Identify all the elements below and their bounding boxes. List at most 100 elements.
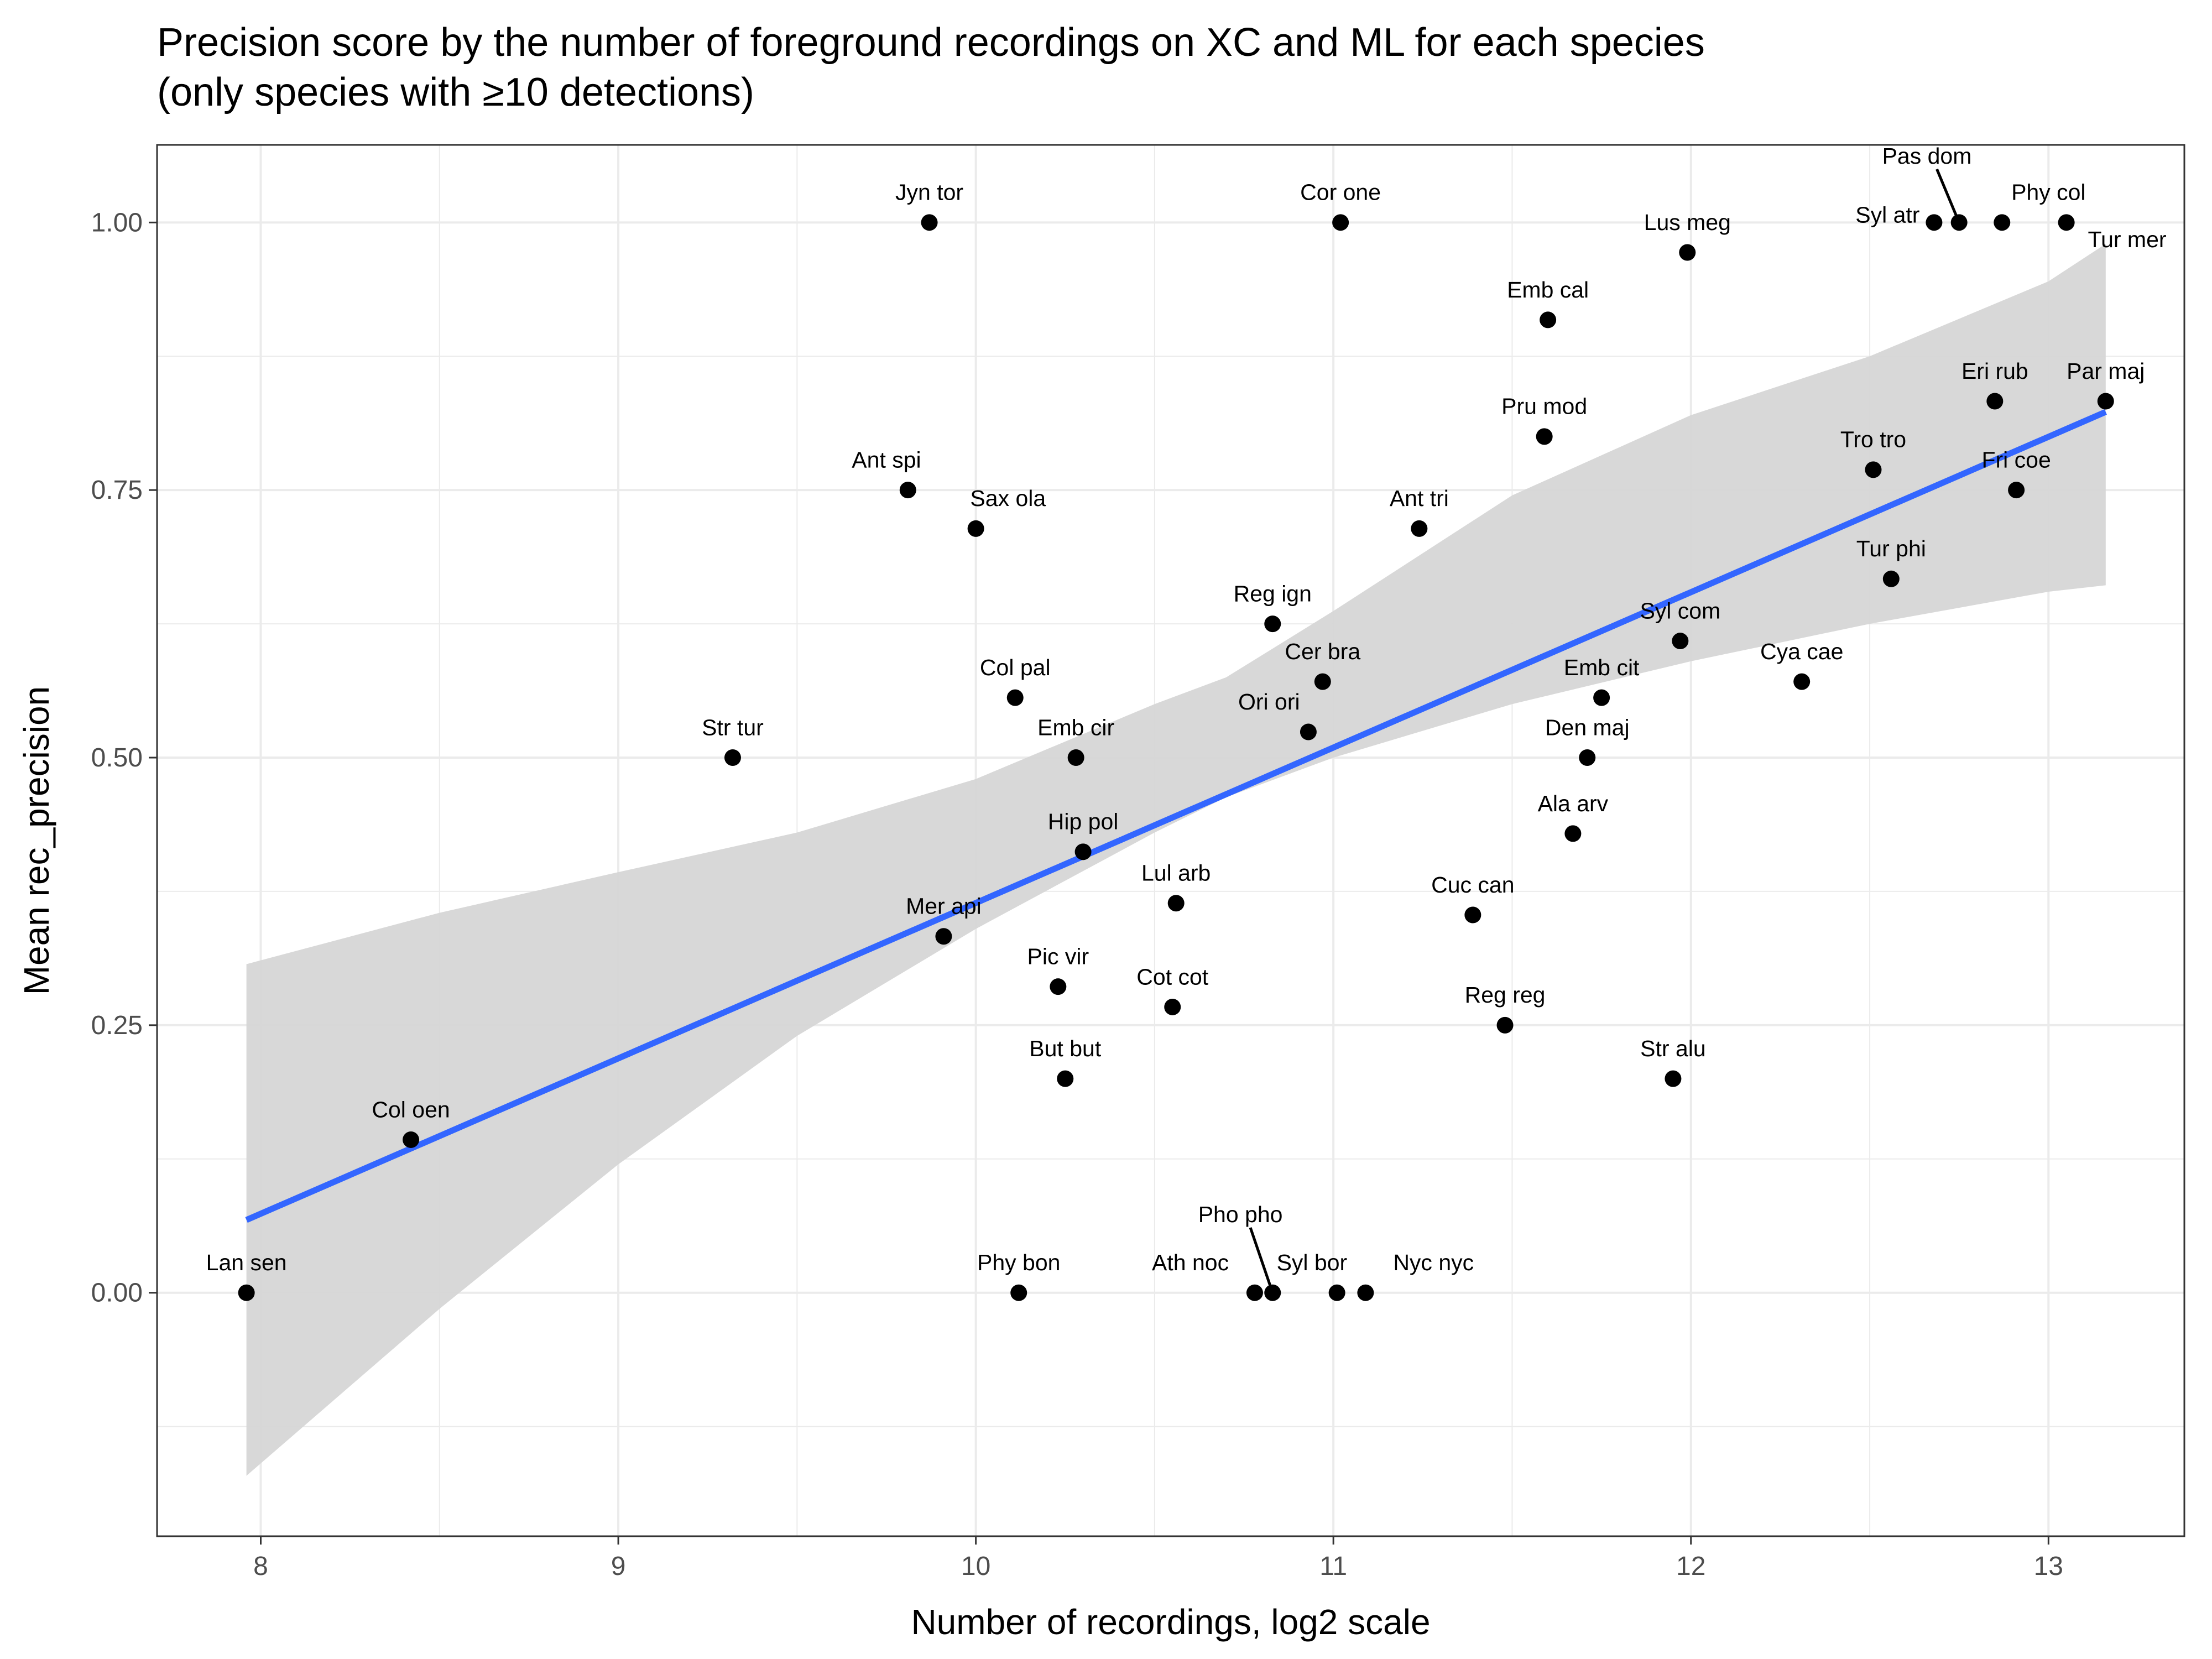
x-tick-label: 9 bbox=[611, 1552, 626, 1581]
data-point bbox=[1926, 214, 1943, 231]
x-axis-title: Number of recordings, log2 scale bbox=[911, 1602, 1430, 1642]
chart-title: Precision score by the number of foregro… bbox=[157, 18, 1705, 117]
y-tick-label: 0.25 bbox=[91, 1011, 143, 1040]
data-point bbox=[1264, 615, 1281, 633]
point-label: Tur phi bbox=[1856, 536, 1926, 561]
point-label: Ant tri bbox=[1390, 486, 1449, 511]
point-label: Hip pol bbox=[1048, 809, 1119, 834]
point-label: Nyc nyc bbox=[1393, 1250, 1474, 1275]
data-point bbox=[1665, 1070, 1682, 1087]
data-point bbox=[1464, 906, 1481, 924]
data-point bbox=[967, 520, 984, 537]
point-label: Fri coe bbox=[1981, 447, 2051, 473]
point-label: Str alu bbox=[1640, 1036, 1706, 1061]
point-label: Jyn tor bbox=[895, 180, 963, 205]
data-point bbox=[899, 482, 916, 499]
chart-title-line1: Precision score by the number of foregro… bbox=[157, 20, 1705, 65]
x-tick-label: 8 bbox=[253, 1552, 268, 1581]
data-point bbox=[1672, 633, 1689, 650]
point-label: Tur mer bbox=[2088, 227, 2167, 252]
data-point bbox=[1332, 214, 1349, 231]
point-label: Reg reg bbox=[1465, 982, 1546, 1008]
data-point bbox=[1564, 825, 1582, 842]
data-point bbox=[724, 749, 741, 766]
point-label: Col oen bbox=[372, 1097, 450, 1122]
point-label: Tro tro bbox=[1840, 427, 1906, 452]
data-point bbox=[1314, 673, 1331, 690]
data-point bbox=[1994, 214, 2011, 231]
data-point bbox=[1793, 673, 1811, 690]
y-axis-ticks: 0.00 0.25 0.50 0.75 1.00 bbox=[91, 208, 157, 1308]
data-point bbox=[1496, 1016, 1514, 1034]
point-label: Pru mod bbox=[1501, 394, 1587, 419]
data-point bbox=[935, 928, 952, 945]
chart-title-line2: (only species with ≥10 detections) bbox=[157, 70, 755, 114]
data-point bbox=[1950, 214, 1968, 231]
data-point bbox=[1593, 689, 1610, 706]
data-point bbox=[921, 214, 938, 231]
data-point bbox=[1067, 749, 1084, 766]
point-label: Reg ign bbox=[1234, 581, 1312, 606]
point-label: Sax ola bbox=[970, 486, 1046, 511]
point-label: Pho pho bbox=[1198, 1202, 1283, 1227]
confidence-band bbox=[246, 244, 2106, 1476]
point-label: Ori ori bbox=[1238, 689, 1300, 714]
point-label: Pic vir bbox=[1027, 944, 1089, 969]
point-label: Cer bra bbox=[1285, 639, 1360, 664]
data-point bbox=[1010, 1284, 1027, 1301]
point-label: Pas dom bbox=[1882, 143, 1972, 169]
y-tick-label: 0.00 bbox=[91, 1279, 143, 1308]
data-point bbox=[1579, 749, 1596, 766]
y-axis-title: Mean rec_precision bbox=[17, 686, 56, 995]
data-point bbox=[2008, 482, 2025, 499]
y-tick-label: 1.00 bbox=[91, 208, 143, 237]
data-point bbox=[1264, 1284, 1281, 1301]
y-tick-label: 0.50 bbox=[91, 743, 143, 773]
data-point bbox=[1679, 244, 1696, 261]
trend-line bbox=[245, 409, 2107, 1223]
point-label: Cor one bbox=[1300, 180, 1381, 205]
data-point bbox=[1865, 461, 1882, 478]
data-point bbox=[1328, 1284, 1345, 1301]
label-leader-line bbox=[1249, 1227, 1274, 1293]
point-label: Ala arv bbox=[1538, 791, 1609, 816]
point-label: Cya cae bbox=[1760, 639, 1843, 664]
x-axis-ticks: 8 9 10 11 12 13 bbox=[253, 1536, 2063, 1581]
data-point bbox=[1006, 689, 1024, 706]
point-label: Ant spi bbox=[852, 447, 921, 473]
y-tick-label: 0.75 bbox=[91, 476, 143, 505]
x-tick-label: 13 bbox=[2034, 1552, 2063, 1581]
point-label: Emb cit bbox=[1564, 655, 1640, 680]
point-label: Syl atr bbox=[1855, 202, 1919, 227]
point-label: Phy bon bbox=[977, 1250, 1060, 1275]
point-label: Phy col bbox=[2011, 180, 2085, 205]
point-label: Lus meg bbox=[1644, 210, 1731, 235]
data-point bbox=[1300, 723, 1317, 740]
data-point bbox=[1882, 570, 1900, 587]
point-label: Emb cal bbox=[1507, 277, 1589, 302]
point-label: Cuc can bbox=[1431, 872, 1514, 898]
data-point bbox=[2097, 393, 2114, 410]
point-label: Mer api bbox=[906, 894, 982, 919]
point-label: Den maj bbox=[1545, 714, 1630, 740]
point-label: Lul arb bbox=[1141, 860, 1211, 886]
data-point bbox=[1411, 520, 1428, 537]
data-point bbox=[1167, 895, 1185, 912]
data-point bbox=[1540, 311, 1557, 328]
point-label: Syl bor bbox=[1277, 1250, 1348, 1275]
point-label: But but bbox=[1029, 1036, 1102, 1061]
data-point bbox=[1164, 998, 1181, 1015]
x-tick-label: 11 bbox=[1319, 1552, 1347, 1581]
data-point bbox=[1536, 428, 1553, 445]
data-points bbox=[238, 214, 2114, 1301]
point-label: Eri rub bbox=[1961, 358, 2028, 384]
data-point bbox=[1246, 1284, 1263, 1301]
point-label: Ath noc bbox=[1152, 1250, 1229, 1275]
point-label: Emb cir bbox=[1037, 714, 1114, 740]
point-label: Str tur bbox=[702, 714, 764, 740]
panel-border bbox=[156, 144, 2185, 1537]
x-tick-label: 12 bbox=[1676, 1552, 1705, 1581]
data-point bbox=[1074, 843, 1092, 860]
point-label: Col pal bbox=[980, 655, 1051, 680]
